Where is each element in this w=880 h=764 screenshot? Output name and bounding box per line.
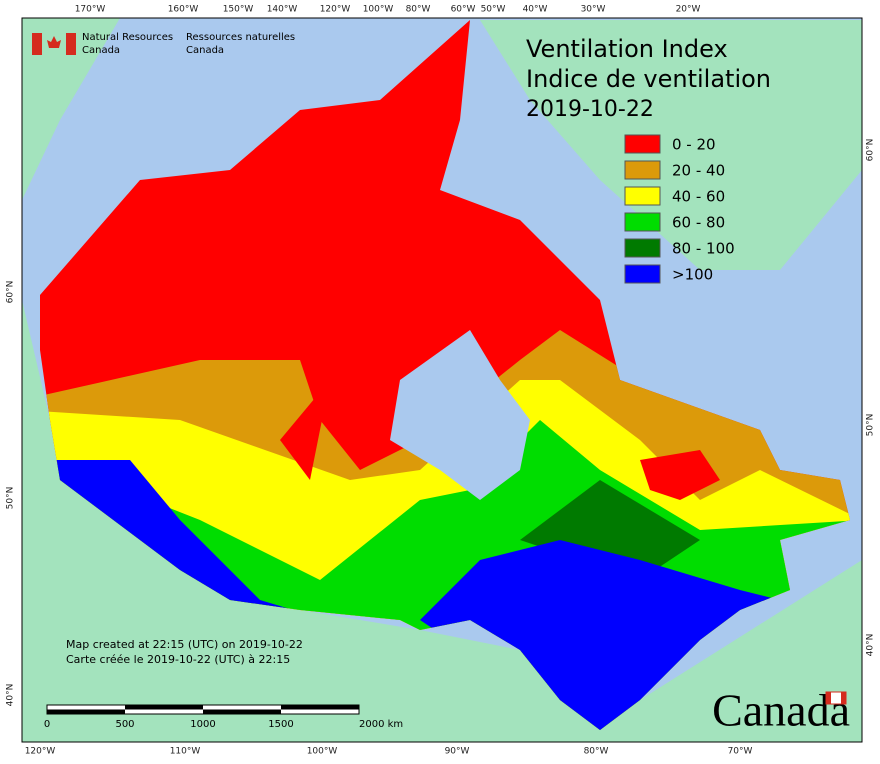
zone-blue-east — [420, 540, 780, 730]
latitude-label: 40°N — [6, 684, 16, 707]
scale-label: 500 — [115, 719, 134, 730]
zone-red-quebec — [640, 450, 720, 500]
scale-label: 1000 — [190, 719, 215, 730]
flag-leaf — [47, 36, 61, 48]
greenland — [480, 20, 862, 270]
scale-label: 1500 — [268, 719, 293, 730]
legend-label: 20 - 40 — [672, 162, 725, 180]
longitude-label: 140°W — [267, 5, 298, 15]
footer: Map created at 22:15 (UTC) on 2019-10-22 — [66, 638, 303, 651]
latitude-label: 60°N — [6, 281, 16, 304]
scale-label: 2000 km — [359, 719, 403, 730]
legend: 0 - 20 20 - 40 40 - 60 60 - 80 80 - 100 >100 — [624, 134, 735, 284]
title: Indice de ventilation — [526, 65, 771, 93]
latitude-label: 50°N — [6, 487, 16, 510]
wordmark-flag-bar — [841, 692, 846, 704]
scale-segment — [125, 705, 203, 710]
longitude-label: 80°W — [406, 5, 431, 15]
agency-en: Canada — [82, 45, 120, 56]
agency-fr: Ressources naturelles — [186, 32, 295, 43]
legend-label: 80 - 100 — [672, 240, 735, 258]
longitude-label: 40°W — [523, 5, 548, 15]
legend-label: 60 - 80 — [672, 214, 725, 232]
longitude-label: 70°W — [728, 747, 753, 757]
legend-swatch — [624, 134, 661, 154]
legend-swatch — [624, 238, 661, 258]
scale-segment — [281, 705, 359, 710]
longitude-label: 170°W — [75, 5, 106, 15]
scale-bar — [46, 704, 360, 715]
legend-swatch — [624, 212, 661, 232]
scale-labels: 0 500 1000 1500 2000 km — [44, 719, 403, 730]
flag — [32, 33, 76, 55]
scale-segment — [203, 709, 281, 714]
longitude-label: 160°W — [168, 5, 199, 15]
wordmark-flag — [825, 691, 847, 705]
longitude-label: 60°W — [451, 5, 476, 15]
flag-bar — [66, 33, 76, 55]
longitude-label: 120°W — [25, 747, 56, 757]
longitude-label: 100°W — [307, 747, 338, 757]
wordmark-flag-bar — [826, 692, 831, 704]
legend-label: 0 - 20 — [672, 136, 716, 154]
longitude-label: 90°W — [445, 747, 470, 757]
footer: Carte créée le 2019-10-22 (UTC) à 22:15 — [66, 653, 290, 666]
longitude-label: 120°W — [320, 5, 351, 15]
scale-segment — [47, 709, 125, 714]
scale-label: 0 — [44, 719, 50, 730]
agency-en: Natural Resources — [82, 32, 173, 43]
longitude-label: 100°W — [363, 5, 394, 15]
latitude-label: 50°N — [866, 414, 876, 437]
legend-swatch — [624, 186, 661, 206]
longitude-label: 30°W — [581, 5, 606, 15]
legend-label: >100 — [672, 266, 713, 284]
latitude-label: 60°N — [866, 139, 876, 162]
hudson-bay — [390, 330, 530, 500]
legend-swatch — [624, 264, 661, 284]
longitude-label: 150°W — [223, 5, 254, 15]
agency-fr: Canada — [186, 45, 224, 56]
graticule-labels: 170°W 160°W 150°W 140°W 120°W 100°W 80°W 60°W 50… — [6, 5, 876, 757]
latitude-label: 40°N — [866, 634, 876, 657]
longitude-label: 110°W — [170, 747, 201, 757]
frame — [21, 17, 863, 743]
title-date: 2019-10-22 — [526, 97, 654, 122]
title: Ventilation Index — [526, 35, 728, 63]
land — [22, 18, 120, 200]
map-area — [22, 18, 862, 742]
longitude-label: 20°W — [676, 5, 701, 15]
longitude-label: 80°W — [584, 747, 609, 757]
zone-red-central — [280, 380, 330, 480]
flag-bar — [32, 33, 42, 55]
usa — [22, 300, 862, 742]
longitude-label: 50°W — [481, 5, 506, 15]
legend-label: 40 - 60 — [672, 188, 725, 206]
legend-swatch — [624, 160, 661, 180]
